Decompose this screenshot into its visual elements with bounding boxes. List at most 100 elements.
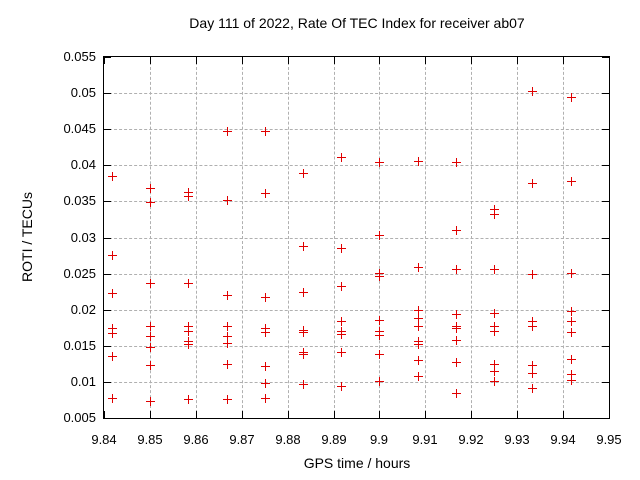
data-point-marker [223, 339, 232, 348]
data-point-marker [108, 289, 117, 298]
data-point-marker [184, 192, 193, 201]
data-point-marker [528, 369, 537, 378]
x-tick-mark [563, 411, 564, 418]
data-point-marker [184, 395, 193, 404]
data-point-marker [375, 158, 384, 167]
x-tick-mark [104, 57, 105, 64]
data-point-marker [299, 242, 308, 251]
x-gridline [288, 57, 289, 418]
data-point-marker [299, 380, 308, 389]
y-tick-mark [602, 93, 609, 94]
data-point-marker [528, 322, 537, 331]
data-point-marker [567, 269, 576, 278]
x-tick-mark [150, 411, 151, 418]
x-tick-label: 9.87 [229, 432, 255, 447]
y-gridline [104, 129, 609, 130]
data-point-marker [567, 355, 576, 364]
data-point-marker [299, 350, 308, 359]
y-gridline [104, 310, 609, 311]
data-point-marker [261, 189, 270, 198]
y-tick-mark [104, 418, 111, 419]
x-tick-mark [196, 57, 197, 64]
x-tick-label: 9.89 [321, 432, 347, 447]
x-gridline [563, 57, 564, 418]
data-point-marker [528, 361, 537, 370]
data-point-marker [261, 379, 270, 388]
x-tick-mark [563, 57, 564, 64]
data-point-marker [452, 158, 461, 167]
x-tick-mark [288, 57, 289, 64]
data-point-marker [490, 377, 499, 386]
x-tick-mark [471, 57, 472, 64]
y-tick-mark [104, 346, 111, 347]
data-point-marker [452, 336, 461, 345]
x-tick-mark [425, 57, 426, 64]
y-tick-label: 0.02 [70, 302, 96, 317]
y-tick-mark [602, 310, 609, 311]
x-tick-label: 9.9 [369, 432, 389, 447]
data-point-marker [184, 327, 193, 336]
data-point-marker [261, 127, 270, 136]
data-point-marker [337, 348, 346, 357]
data-point-marker [452, 324, 461, 333]
y-tick-mark [104, 382, 111, 383]
y-tick-mark [602, 201, 609, 202]
y-tick-mark [104, 165, 111, 166]
data-point-marker [108, 324, 117, 333]
data-point-marker [452, 310, 461, 319]
x-tick-mark [471, 411, 472, 418]
data-point-marker [261, 362, 270, 371]
data-point-marker [146, 397, 155, 406]
data-point-marker [184, 322, 193, 331]
data-point-marker [528, 317, 537, 326]
y-tick-label: 0.035 [63, 193, 96, 208]
x-gridline [425, 57, 426, 418]
data-point-marker [414, 372, 423, 381]
data-point-marker [261, 394, 270, 403]
data-point-marker [108, 172, 117, 181]
data-point-marker [261, 293, 270, 302]
data-point-marker [490, 205, 499, 214]
data-point-marker [184, 279, 193, 288]
data-point-marker [414, 322, 423, 331]
data-point-marker [108, 251, 117, 260]
x-tick-mark [379, 411, 380, 418]
data-point-marker [223, 395, 232, 404]
y-tick-mark [104, 129, 111, 130]
data-point-marker [223, 322, 232, 331]
data-point-marker [337, 317, 346, 326]
data-point-marker [337, 282, 346, 291]
data-point-marker [375, 377, 384, 386]
y-tick-label: 0.005 [63, 410, 96, 425]
x-tick-mark [379, 57, 380, 64]
x-tick-label: 9.84 [91, 432, 117, 447]
x-tick-label: 9.94 [550, 432, 576, 447]
data-point-marker [490, 367, 499, 376]
data-point-marker [452, 358, 461, 367]
data-point-marker [567, 93, 576, 102]
data-point-marker [375, 331, 384, 340]
data-point-marker [146, 322, 155, 331]
y-tick-mark [104, 274, 111, 275]
x-gridline [471, 57, 472, 418]
data-point-marker [337, 244, 346, 253]
data-point-marker [490, 327, 499, 336]
data-point-marker [299, 288, 308, 297]
data-point-marker [223, 332, 232, 341]
data-point-marker [223, 196, 232, 205]
y-tick-label: 0.055 [63, 49, 96, 64]
data-point-marker [414, 263, 423, 272]
y-tick-label: 0.04 [70, 157, 96, 172]
x-tick-mark [609, 411, 610, 418]
data-point-marker [528, 87, 537, 96]
data-point-marker [223, 291, 232, 300]
y-tick-mark [602, 346, 609, 347]
data-point-marker [375, 316, 384, 325]
x-tick-mark [517, 57, 518, 64]
x-gridline [334, 57, 335, 418]
data-point-marker [528, 270, 537, 279]
y-tick-label: 0.025 [63, 266, 96, 281]
x-tick-label: 9.85 [137, 432, 163, 447]
data-point-marker [337, 153, 346, 162]
